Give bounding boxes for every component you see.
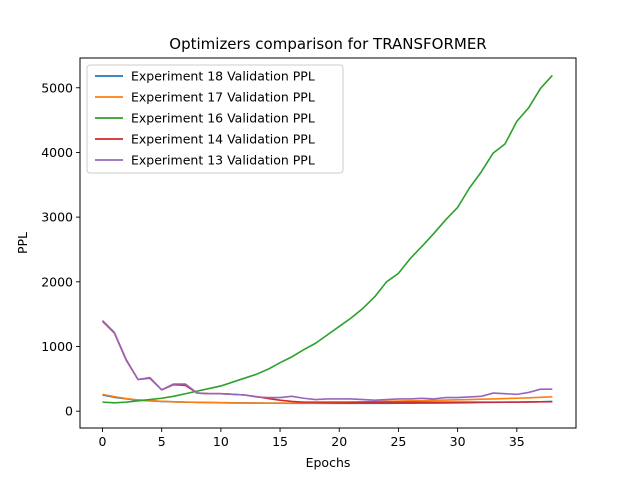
- y-axis-label: PPL: [15, 232, 30, 254]
- x-tick-label: 25: [390, 434, 406, 449]
- x-tick-label: 5: [158, 434, 166, 449]
- x-tick-label: 20: [331, 434, 347, 449]
- plot-area: [101, 74, 553, 405]
- x-tick-label: 10: [213, 434, 229, 449]
- y-tick-label: 2000: [41, 274, 73, 289]
- x-tick-label: 15: [272, 434, 288, 449]
- legend-label: Experiment 16 Validation PPL: [131, 111, 315, 126]
- y-tick-label: 1000: [41, 339, 73, 354]
- x-tick-label: 0: [99, 434, 107, 449]
- legend-label: Experiment 18 Validation PPL: [131, 69, 315, 84]
- series-line-5: [101, 320, 553, 401]
- legend-label: Experiment 17 Validation PPL: [131, 90, 315, 105]
- y-tick-label: 3000: [41, 210, 73, 225]
- chart-title: Optimizers comparison for TRANSFORMER: [169, 35, 486, 53]
- y-tick-label: 5000: [41, 80, 73, 95]
- plot-frame: [79, 57, 577, 429]
- y-tick-label: 4000: [41, 145, 73, 160]
- x-axis-label: Epochs: [306, 455, 351, 470]
- legend-label: Experiment 13 Validation PPL: [131, 153, 315, 168]
- series-line-4: [101, 320, 553, 403]
- x-axis: 0 5 10 15 20 25 30 35: [99, 428, 525, 449]
- y-axis: 0 1000 2000 3000 4000 5000: [41, 80, 80, 419]
- legend-label: Experiment 14 Validation PPL: [131, 132, 315, 147]
- legend: Experiment 18 Validation PPL Experiment 1…: [86, 64, 344, 174]
- x-tick-label: 35: [509, 434, 525, 449]
- x-tick-label: 30: [450, 434, 466, 449]
- series-line-3: [102, 74, 553, 404]
- legend-box: [86, 64, 344, 174]
- y-tick-label: 0: [65, 404, 73, 419]
